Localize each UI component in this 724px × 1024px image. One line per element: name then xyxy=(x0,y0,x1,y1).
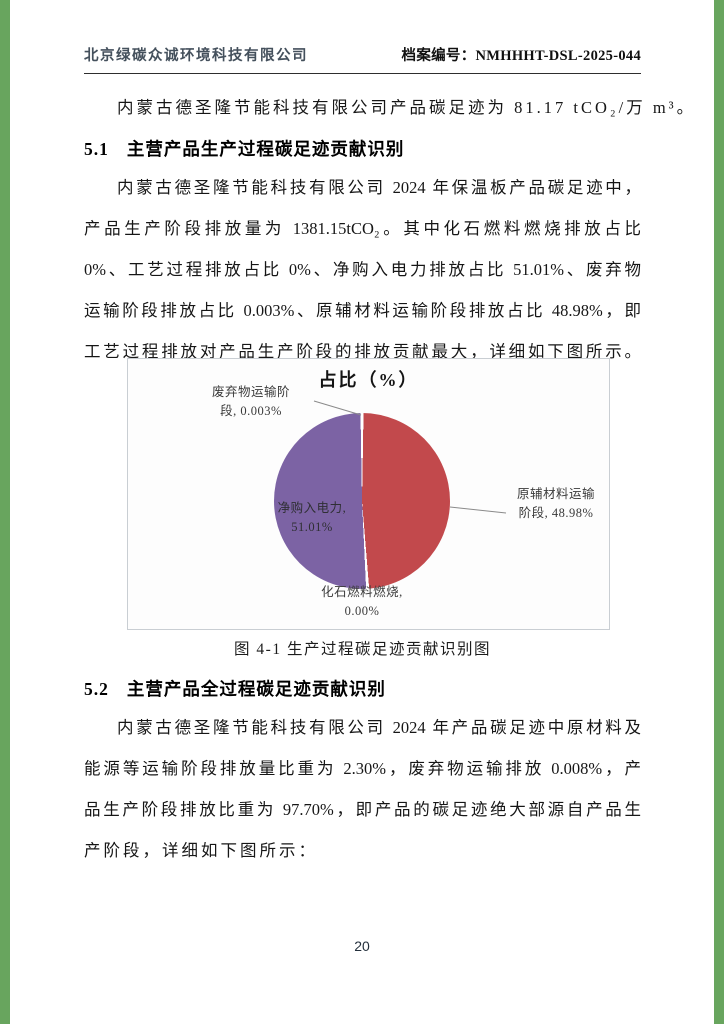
page-header: 北京绿碳众诚环境科技有限公司 档案编号：NMHHHT-DSL-2025-044 xyxy=(84,44,641,74)
pie-label-raw-line1: 原辅材料运输 xyxy=(516,487,595,501)
pie-label-raw-line2: 阶段, 48.98% xyxy=(518,506,594,520)
paragraph-line: 品生产阶段排放比重为 97.70%，即产品的碳足迹绝大部源自产品生 xyxy=(84,800,641,819)
file-number-value: NMHHHT-DSL-2025-044 xyxy=(475,48,641,64)
figure-caption: 图 4-1 生产过程碳足迹贡献识别图 xyxy=(234,641,491,658)
pie-label-waste-line2: 段, 0.003% xyxy=(220,404,282,418)
pie-label-electric-line1: 净购入电力, xyxy=(277,501,347,515)
paragraph-line: 运输阶段排放占比 0.003%、原辅材料运输阶段排放占比 48.98%，即 xyxy=(84,301,641,320)
paragraph-line: 能源等运输阶段排放量比重为 2.30%，废弃物运输排放 0.008%，产 xyxy=(84,759,641,778)
pie-label-fossil-line2: 0.00% xyxy=(344,604,380,618)
pie-label-raw-material-transport: 原辅材料运输 阶段, 48.98% xyxy=(506,485,606,523)
paragraph-line: 内蒙古德圣隆节能科技有限公司 2024 年保温板产品碳足迹中， xyxy=(117,178,641,197)
file-number-label: 档案编号： xyxy=(401,48,476,64)
paragraph-line: 0%、工艺过程排放占比 0%、净购入电力排放占比 51.01%、废弃物 xyxy=(84,260,641,279)
pie-chart-container: 占比（%） 废弃物运输阶 段, 0.003% 原辅材料运输 阶段, 48.98%… xyxy=(127,358,610,630)
page-edge-left xyxy=(0,0,10,1024)
company-name: 北京绿碳众诚环境科技有限公司 xyxy=(84,48,308,64)
paragraph-line: 产阶段，详细如下图所示： xyxy=(84,841,318,860)
pie-label-purchased-electricity: 净购入电力, 51.01% xyxy=(246,499,378,537)
paragraph-line: 产品生产阶段排放量为 1381.15tCO₂。其中化石燃料燃烧排放占比 xyxy=(84,219,641,238)
pie-label-fossil-line1: 化石燃料燃烧, xyxy=(321,585,403,599)
paragraph-line: 内蒙古德圣隆节能科技有限公司 2024 年产品碳足迹中原材料及 xyxy=(117,718,641,737)
pie xyxy=(274,413,450,589)
section-5-1-heading: 5.1 主营产品生产过程碳足迹贡献识别 xyxy=(84,136,641,161)
chart-title: 占比（%） xyxy=(318,370,419,390)
section-5-1-title: 主营产品生产过程碳足迹贡献识别 xyxy=(126,139,405,159)
section-5-2-title: 主营产品全过程碳足迹贡献识别 xyxy=(126,679,386,699)
section-5-1-number: 5.1 xyxy=(84,139,109,159)
pie-label-waste-line1: 废弃物运输阶 xyxy=(211,385,290,399)
page-number: 20 xyxy=(354,938,370,954)
section-5-2-heading: 5.2 主营产品全过程碳足迹贡献识别 xyxy=(84,676,641,701)
page-edge-right xyxy=(714,0,724,1024)
leader-line-raw-material xyxy=(449,506,507,514)
paragraph-line: 工艺过程排放对产品生产阶段的排放贡献最大，详细如下图所示。 xyxy=(84,342,641,361)
intro-paragraph: 内蒙古德圣隆节能科技有限公司产品碳足迹为 81.17 tCO₂/万 m³。 xyxy=(117,98,697,117)
pie-label-waste-transport: 废弃物运输阶 段, 0.003% xyxy=(188,383,314,421)
section-5-2-number: 5.2 xyxy=(84,679,109,699)
pie-label-electric-line2: 51.01% xyxy=(291,520,333,534)
pie-label-fossil-fuel: 化石燃料燃烧, 0.00% xyxy=(292,583,432,621)
file-number: 档案编号：NMHHHT-DSL-2025-044 xyxy=(402,44,641,65)
